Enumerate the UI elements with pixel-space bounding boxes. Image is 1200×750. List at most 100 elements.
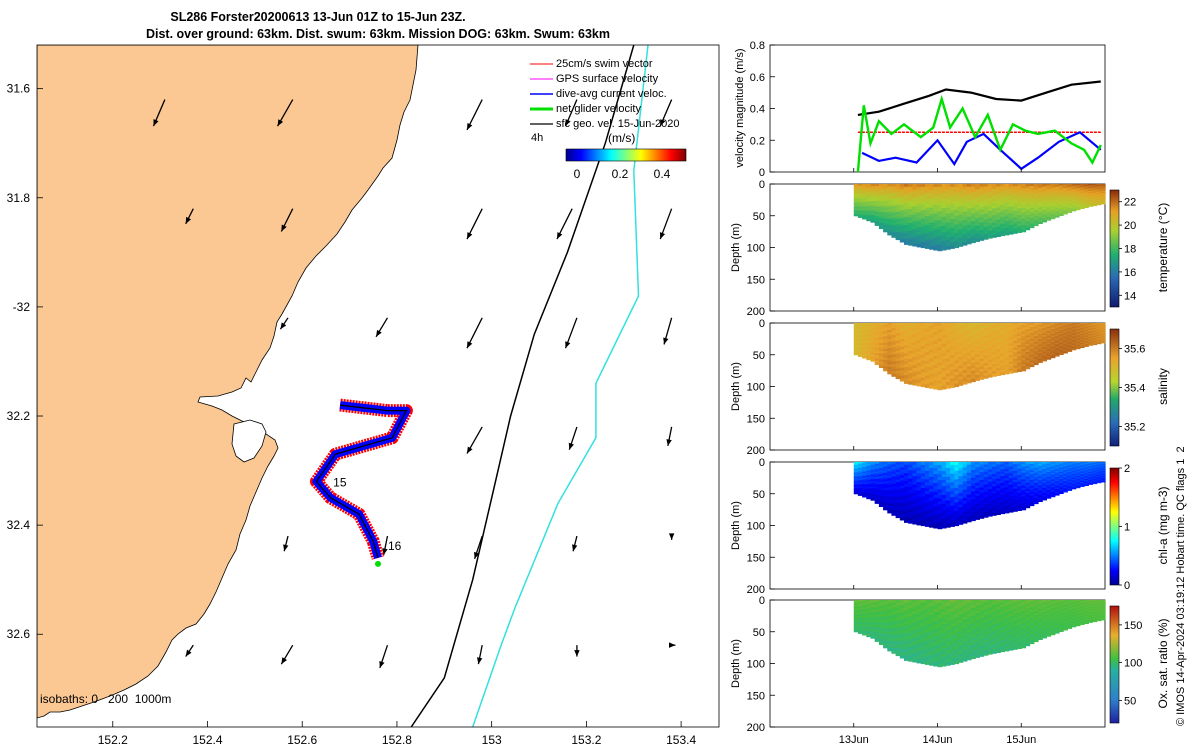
section-cell (866, 205, 872, 208)
section-cell (866, 192, 872, 195)
section-cell (883, 623, 888, 627)
section-cell (1063, 207, 1068, 210)
section-cell (912, 339, 918, 344)
section-cell (908, 506, 913, 510)
section-cell (1050, 195, 1056, 198)
section-cell (924, 195, 930, 200)
section-cell (1004, 643, 1010, 647)
section-cell (912, 184, 918, 188)
section-cell (1096, 326, 1102, 329)
section-cell (1063, 197, 1068, 200)
section-cell (878, 494, 884, 497)
section-cell (954, 186, 960, 191)
section-cell (1004, 627, 1010, 631)
section-cell (950, 611, 955, 616)
section-cell (853, 331, 859, 334)
section-cell (908, 495, 913, 499)
section-cell (1096, 480, 1102, 483)
section-cell (937, 498, 943, 502)
section-cell (1029, 225, 1035, 229)
section-cell (1075, 478, 1081, 481)
section-cell (975, 184, 980, 188)
section-cell (950, 381, 955, 385)
section-cell (904, 646, 909, 650)
section-cell (941, 225, 947, 230)
section-cell (891, 193, 897, 197)
section-cell (874, 624, 880, 627)
section-cell (1067, 329, 1073, 332)
section-cell (908, 211, 913, 216)
section-cell (891, 464, 897, 468)
section-cell (1000, 632, 1006, 636)
section-cell (1100, 463, 1106, 466)
section-cell (1096, 340, 1102, 343)
section-cell (1021, 357, 1027, 361)
section-cell (912, 209, 918, 213)
section-cell (1100, 326, 1106, 329)
section-cell (916, 628, 922, 632)
section-cell (941, 326, 947, 330)
colorbar-label: salinity (1156, 368, 1170, 405)
section-cell (1067, 186, 1073, 189)
section-cell (891, 510, 897, 514)
section-cell (1029, 201, 1035, 205)
section-cell (857, 615, 863, 618)
section-cell (887, 339, 893, 343)
section-cell (975, 605, 980, 609)
section-cell (933, 213, 939, 218)
section-cell (1084, 473, 1089, 476)
section-cell (1038, 342, 1043, 346)
section-cell (1079, 339, 1085, 342)
section-cell (874, 478, 880, 482)
section-cell (1004, 630, 1010, 633)
section-cell (996, 473, 1001, 477)
section-cell (1038, 201, 1043, 205)
section-cell (1100, 470, 1106, 472)
section-cell (941, 659, 947, 664)
section-cell (920, 519, 926, 524)
section-cell (1008, 462, 1014, 465)
section-cell (912, 659, 918, 663)
section-cell (870, 347, 876, 350)
section-cell (883, 462, 888, 465)
section-cell (853, 214, 859, 217)
section-cell (1021, 472, 1027, 476)
section-cell (1084, 202, 1089, 204)
section-cell (899, 186, 905, 190)
section-cell (1029, 473, 1035, 477)
section-cell (1021, 505, 1027, 509)
section-cell (1042, 338, 1047, 341)
section-cell (1096, 196, 1102, 198)
section-cell (899, 210, 905, 214)
section-cell (975, 488, 980, 492)
section-cell (966, 216, 972, 220)
section-cell (870, 213, 876, 216)
section-cell (945, 656, 951, 660)
section-cell (991, 225, 997, 229)
section-cell (887, 223, 893, 227)
section-cell (1000, 186, 1006, 190)
section-cell (983, 642, 989, 646)
section-cell (950, 358, 955, 362)
section-cell (945, 503, 951, 507)
section-cell (975, 506, 980, 510)
section-cell (1012, 343, 1018, 346)
section-cell (920, 646, 926, 650)
section-cell (920, 334, 926, 338)
section-cell (987, 201, 993, 205)
section-cell (870, 631, 876, 634)
section-cell (908, 378, 913, 382)
section-cell (958, 493, 964, 497)
section-cell (962, 233, 968, 238)
section-cell (954, 331, 960, 336)
section-cell (971, 618, 976, 622)
colorbar-tick-0: 0 (574, 167, 581, 181)
section-cell (983, 216, 989, 220)
section-cell (870, 352, 876, 355)
section-cell (899, 359, 905, 364)
section-cell (920, 640, 926, 644)
section-cell (1008, 627, 1014, 631)
section-cell (895, 189, 901, 193)
section-cell (1092, 324, 1098, 327)
section-cell (899, 328, 905, 332)
